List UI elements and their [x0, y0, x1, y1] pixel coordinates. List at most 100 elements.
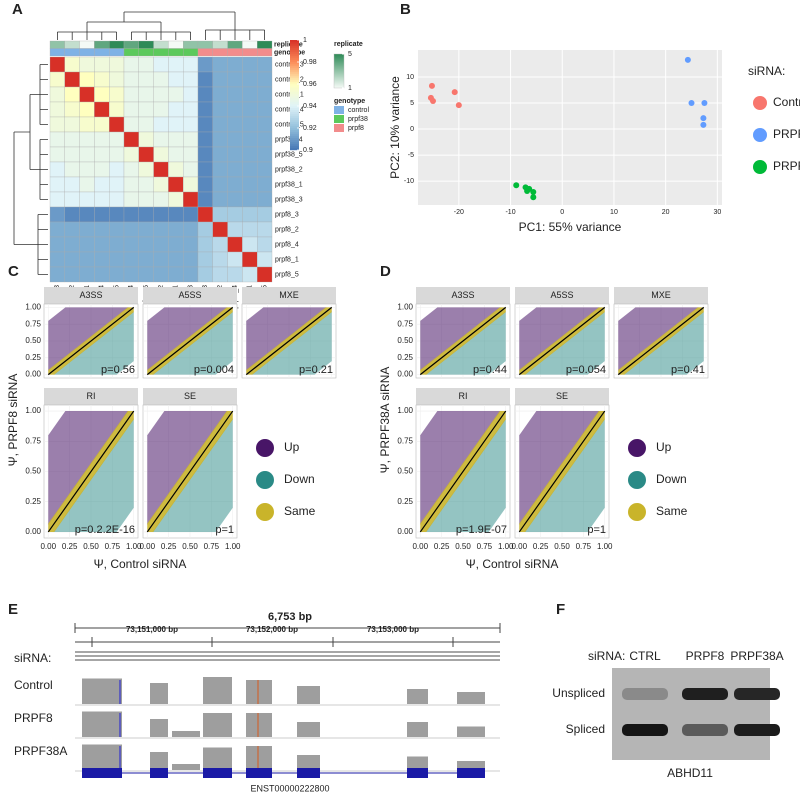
row-label: prpf8_4: [275, 241, 299, 248]
heatmap-cell: [49, 101, 65, 118]
legend-label: control: [348, 107, 369, 114]
coordinate-label: 73,152,000 bp: [246, 625, 298, 634]
heatmap-cell: [49, 71, 65, 88]
heatmap-cell: [64, 71, 80, 88]
point: [513, 182, 520, 189]
p-value: p=0.41: [671, 364, 705, 376]
coverage: [150, 719, 168, 737]
genotype-cell: [64, 48, 80, 57]
diagonal: [419, 410, 507, 533]
heatmap-cell: [242, 176, 258, 193]
legend-tick-label: 1: [348, 85, 352, 92]
diagonal: [47, 306, 135, 376]
y-tick-label: 0.00: [397, 370, 413, 379]
exon: [246, 768, 272, 778]
colorbar-step: [290, 60, 299, 63]
row-label: prpf8_3: [275, 211, 299, 218]
panel-label: E: [8, 601, 18, 618]
colorbar-step: [290, 130, 299, 133]
legend-swatch: [334, 106, 344, 114]
heatmap-cell: [94, 221, 110, 238]
colorbar-step: [290, 58, 299, 61]
colorbar-step: [290, 102, 299, 105]
band: [682, 724, 728, 736]
p-value: p=0.054: [566, 364, 606, 376]
heatmap-cell: [257, 236, 273, 253]
y-tick-label: 0.75: [397, 319, 413, 328]
coverage: [246, 713, 272, 737]
diagonal: [245, 306, 333, 376]
x-tick-label: -20: [454, 209, 464, 216]
y-tick-label: 0.25: [25, 497, 41, 506]
coverage: [457, 692, 485, 704]
legend-marker: [628, 439, 646, 457]
heatmap-cell: [109, 101, 125, 118]
legend-marker: [256, 471, 274, 489]
heatmap-cell: [227, 236, 243, 253]
track-label: PRPF8: [14, 711, 53, 725]
replicate-cell: [168, 40, 184, 49]
x-axis-title: Ψ, Control siRNA: [94, 557, 187, 571]
genotype-cell: [257, 48, 273, 57]
legend-swatch: [334, 124, 344, 132]
heatmap-cell: [212, 71, 228, 88]
heatmap-cell: [227, 146, 243, 163]
diagonal: [617, 306, 705, 376]
transcript-label: ENST00000222800: [250, 783, 329, 793]
heatmap-cell: [49, 146, 65, 163]
heatmap-cell: [168, 86, 184, 103]
separator: [75, 651, 500, 661]
heatmap-cell: [197, 236, 213, 253]
colorbar-step: [290, 72, 299, 75]
genotype-cell: [79, 48, 95, 57]
point: [451, 89, 458, 96]
y-tick-label: 10: [406, 74, 414, 81]
x-tick-label: 0.75: [105, 542, 121, 551]
heatmap-cell: [183, 236, 199, 253]
heatmap-cell: [183, 191, 199, 208]
genotype-cell: [183, 48, 199, 57]
heatmap-cell: [242, 116, 258, 133]
heatmap-cell: [153, 266, 169, 283]
track-label: Control: [14, 678, 53, 692]
heatmap-cell: [94, 71, 110, 88]
coverage: [297, 686, 320, 704]
x-tick-label: 0.25: [62, 542, 78, 551]
heatmap-cell: [227, 71, 243, 88]
heatmap-cell: [227, 86, 243, 103]
legend-label: PRPF8: [773, 127, 800, 141]
legend-title: replicate: [334, 41, 363, 48]
replicate-cell: [227, 40, 243, 49]
legend-marker: [256, 503, 274, 521]
heatmap-cell: [257, 131, 273, 148]
colorbar-step: [290, 146, 299, 149]
diagonal: [146, 410, 234, 533]
heatmap-cell: [197, 221, 213, 238]
y-tick-label: 1.00: [397, 302, 413, 311]
heatmap-cell: [257, 191, 273, 208]
colorbar-step: [290, 78, 299, 81]
coverage: [457, 726, 485, 737]
facet-strip: [515, 388, 609, 405]
legend-label: PRPF38A: [773, 159, 800, 173]
legend-label: Same: [284, 504, 316, 518]
heatmap-cell: [109, 131, 125, 148]
colorbar-step: [290, 84, 299, 87]
colorbar-step: [290, 44, 299, 47]
heatmap-cell: [138, 191, 154, 208]
colorbar-step: [290, 110, 299, 113]
point: [429, 97, 436, 104]
colorbar-step: [290, 52, 299, 55]
exon: [297, 768, 320, 778]
x-tick-label: 0.00: [40, 542, 56, 551]
heatmap-cell: [242, 86, 258, 103]
heatmap-cell: [197, 206, 213, 223]
heatmap-cell: [94, 146, 110, 163]
heatmap-cell: [79, 236, 95, 253]
facet-strip: [416, 287, 510, 304]
heatmap-cell: [109, 236, 125, 253]
colorbar-step: [290, 122, 299, 125]
p-value: p=1.9E-07: [456, 524, 507, 536]
heatmap-cell: [49, 191, 65, 208]
heatmap-cell: [197, 146, 213, 163]
